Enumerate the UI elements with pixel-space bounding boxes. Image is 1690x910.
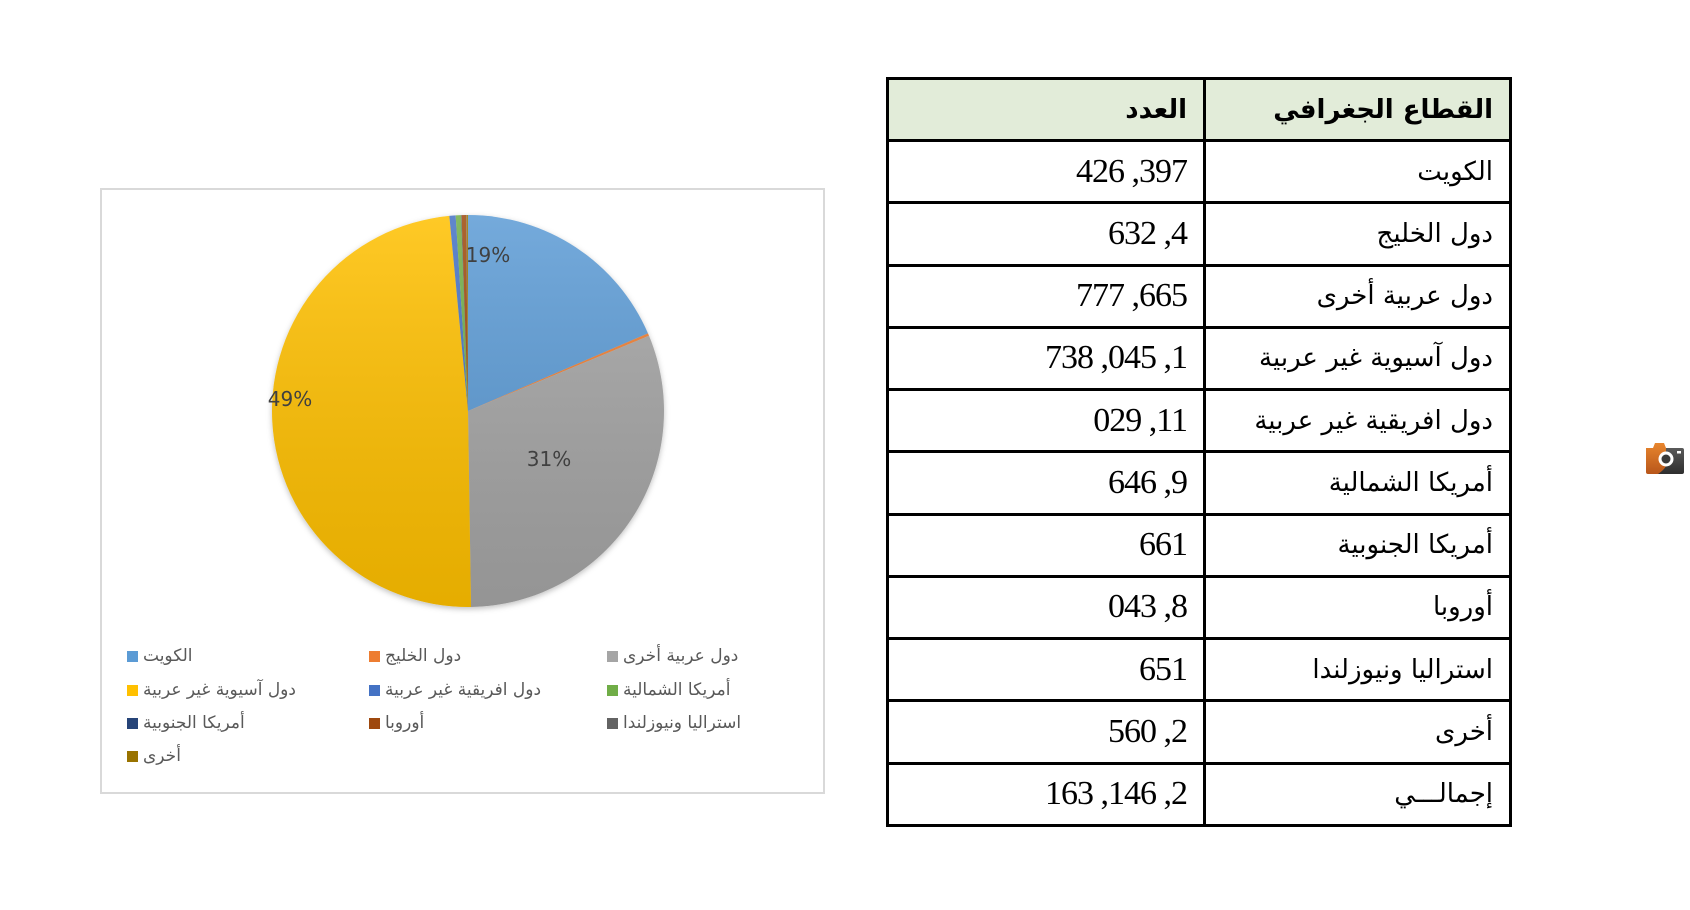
table-row: دول الخليج 4, 632 bbox=[886, 201, 1512, 267]
region-cell: دول الخليج bbox=[1203, 201, 1512, 267]
region-cell: دول عربية أخرى bbox=[1203, 263, 1512, 329]
pie-data-label: 49% bbox=[268, 387, 312, 411]
legend-swatch bbox=[607, 650, 618, 662]
legend-item: أمريكا الجنوبية bbox=[127, 711, 245, 735]
region-cell: أمريكا الشمالية bbox=[1203, 450, 1512, 516]
legend-label: دول الخليج bbox=[385, 646, 462, 666]
legend-item: دول الخليج bbox=[369, 644, 461, 668]
count-cell: 1, 045, 738 bbox=[886, 325, 1206, 392]
region-cell: أخرى bbox=[1203, 699, 1512, 765]
legend-label: دول آسيوية غير عربية bbox=[143, 680, 296, 700]
legend-label: أخرى bbox=[143, 746, 181, 766]
legend-label: استراليا ونيوزلندا bbox=[623, 713, 742, 733]
legend-swatch bbox=[369, 650, 380, 662]
legend-swatch bbox=[127, 717, 138, 729]
count-cell: 397, 426 bbox=[886, 138, 1206, 205]
table-row: الكويت 397, 426 bbox=[886, 138, 1512, 205]
chart-legend: الكويت دول الخليج دول عربية أخرى دول آسيوية… bbox=[102, 190, 823, 792]
legend-item: أخرى bbox=[127, 744, 181, 768]
total-label-cell: إجمالـــي bbox=[1203, 761, 1512, 828]
legend-label: أوروبا bbox=[385, 713, 425, 733]
camera-logo-icon bbox=[1644, 440, 1686, 476]
legend-swatch bbox=[607, 684, 618, 696]
table-row: دول عربية أخرى 665, 777 bbox=[886, 263, 1512, 329]
legend-swatch bbox=[369, 684, 380, 696]
legend-item: أمريكا الشمالية bbox=[607, 678, 730, 702]
count-cell: 4, 632 bbox=[886, 201, 1206, 267]
pie-chart: 19% 31% 49% الكويت دول الخليج دول عربية أخرى… bbox=[100, 188, 825, 794]
table-row: دول آسيوية غير عربية 1, 045, 738 bbox=[886, 325, 1512, 392]
legend-item: أوروبا bbox=[369, 711, 424, 735]
count-cell: 661 bbox=[886, 512, 1206, 578]
header-region: القطاع الجغرافي bbox=[1203, 77, 1512, 142]
legend-item: دول افريقية غير عربية bbox=[369, 678, 541, 702]
legend-swatch bbox=[127, 650, 138, 662]
table-row: أخرى 2, 560 bbox=[886, 699, 1512, 765]
table-total-row: إجمالـــي 2, 146, 163 bbox=[886, 761, 1512, 828]
table-row: أمريكا الشمالية 9, 646 bbox=[886, 450, 1512, 516]
legend-item: استراليا ونيوزلندا bbox=[607, 711, 741, 735]
legend-label: دول افريقية غير عربية bbox=[385, 680, 542, 700]
region-cell: أوروبا bbox=[1203, 574, 1512, 641]
pie-data-label: 19% bbox=[466, 243, 510, 267]
table-header-row: القطاع الجغرافي العدد bbox=[886, 77, 1512, 142]
table-row: استراليا ونيوزلندا 651 bbox=[886, 637, 1512, 703]
table-row: دول افريقية غير عربية 11, 029 bbox=[886, 388, 1512, 454]
region-cell: دول آسيوية غير عربية bbox=[1203, 325, 1512, 392]
legend-swatch bbox=[369, 717, 380, 729]
header-count: العدد bbox=[886, 77, 1206, 142]
region-cell: أمريكا الجنوبية bbox=[1203, 512, 1512, 578]
table-row: أمريكا الجنوبية 661 bbox=[886, 512, 1512, 578]
legend-swatch bbox=[607, 717, 618, 729]
region-cell: الكويت bbox=[1203, 138, 1512, 205]
count-cell: 665, 777 bbox=[886, 263, 1206, 329]
legend-label: أمريكا الجنوبية bbox=[143, 713, 245, 733]
count-cell: 8, 043 bbox=[886, 574, 1206, 641]
count-cell: 11, 029 bbox=[886, 388, 1206, 454]
pie-data-label: 31% bbox=[527, 447, 571, 471]
pie-chart-plot: 19% 31% 49% bbox=[268, 215, 664, 607]
legend-label: الكويت bbox=[143, 646, 193, 666]
total-count-cell: 2, 146, 163 bbox=[886, 761, 1206, 828]
legend-item: الكويت bbox=[127, 644, 193, 668]
legend-swatch bbox=[127, 684, 138, 696]
count-cell: 651 bbox=[886, 637, 1206, 703]
legend-item: دول آسيوية غير عربية bbox=[127, 678, 296, 702]
legend-label: دول عربية أخرى bbox=[623, 646, 739, 666]
region-cell: استراليا ونيوزلندا bbox=[1203, 637, 1512, 703]
regions-table: القطاع الجغرافي العدد الكويت 397, 426 دول… bbox=[886, 77, 1512, 828]
legend-label: أمريكا الشمالية bbox=[623, 680, 731, 700]
count-cell: 2, 560 bbox=[886, 699, 1206, 765]
count-cell: 9, 646 bbox=[886, 450, 1206, 516]
legend-swatch bbox=[127, 750, 138, 762]
legend-item: دول عربية أخرى bbox=[607, 644, 738, 668]
region-cell: دول افريقية غير عربية bbox=[1203, 388, 1512, 454]
table-row: أوروبا 8, 043 bbox=[886, 574, 1512, 641]
